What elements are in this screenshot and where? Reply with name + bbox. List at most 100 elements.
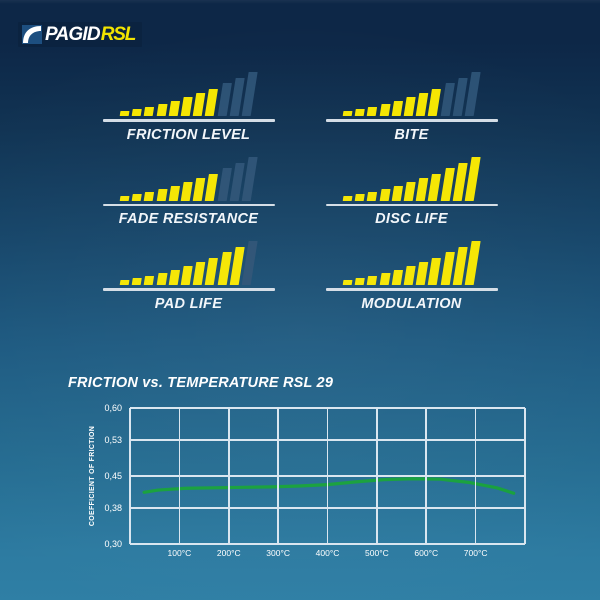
chart-title: FRICTION vs. TEMPERATURE RSL 29 bbox=[68, 375, 334, 391]
rating-bar bbox=[379, 188, 391, 201]
rating-bar bbox=[119, 111, 130, 116]
rating-label: FADE RESISTANCE bbox=[118, 211, 259, 227]
y-axis-tick-label: 0,30 bbox=[104, 539, 122, 549]
rating-bar bbox=[168, 185, 180, 201]
rating-underline bbox=[325, 203, 498, 206]
rating-bar bbox=[367, 191, 378, 201]
ratings-row-1: FRICTION LEVEL BITE bbox=[0, 71, 600, 143]
rating-modulation: MODULATION bbox=[319, 240, 504, 312]
y-axis-tick-label: 0,53 bbox=[104, 434, 122, 445]
rating-bar bbox=[391, 269, 403, 285]
chart-gridline-vertical bbox=[474, 408, 477, 544]
x-axis-tick-label: 400°C bbox=[315, 548, 340, 558]
rating-underline bbox=[325, 288, 498, 291]
chart-gridline-vertical bbox=[178, 408, 181, 544]
rating-bar bbox=[180, 266, 193, 285]
rating-bar bbox=[192, 177, 206, 201]
rating-bar bbox=[217, 167, 232, 201]
y-axis-tick-label: 0,45 bbox=[104, 471, 122, 481]
performance-ratings: FRICTION LEVEL BITE FADE RESISTANCE DISC… bbox=[0, 71, 600, 312]
rating-bar bbox=[440, 167, 455, 201]
rating-bar bbox=[205, 257, 219, 285]
rating-label: DISC LIFE bbox=[375, 211, 448, 227]
rating-bar bbox=[367, 106, 378, 116]
rating-bar bbox=[440, 252, 455, 285]
rating-disc-life: DISC LIFE bbox=[319, 156, 504, 227]
rating-bar bbox=[403, 97, 416, 116]
rating-underline bbox=[102, 203, 275, 206]
rating-bar bbox=[131, 109, 143, 116]
brand-name-secondary: RSL bbox=[100, 24, 137, 45]
rating-pad-life: PAD LIFE bbox=[96, 240, 281, 312]
rating-bar bbox=[415, 93, 429, 116]
rating-bar bbox=[156, 188, 168, 201]
rating-bite: BITE bbox=[319, 71, 504, 143]
rating-bar bbox=[354, 193, 366, 201]
rating-friction-level: FRICTION LEVEL bbox=[96, 71, 281, 143]
rating-underline bbox=[102, 119, 275, 122]
rating-bar bbox=[428, 173, 442, 201]
rating-bar bbox=[342, 195, 353, 201]
rating-bars bbox=[342, 71, 481, 116]
rating-bars bbox=[119, 156, 258, 201]
rating-bar bbox=[192, 262, 206, 285]
rating-bar bbox=[156, 104, 168, 116]
rating-bar bbox=[180, 181, 193, 201]
x-axis-tick-label: 700°C bbox=[463, 548, 488, 558]
rating-bar bbox=[403, 266, 416, 285]
rating-bars bbox=[342, 156, 481, 201]
rating-bar bbox=[144, 191, 155, 201]
chart-gridline-vertical bbox=[129, 408, 131, 544]
rating-bar bbox=[205, 173, 219, 201]
x-axis-tick-label: 600°C bbox=[414, 548, 439, 558]
rating-bar bbox=[205, 88, 219, 116]
rating-bar bbox=[119, 195, 130, 201]
rating-bar bbox=[415, 177, 429, 201]
rating-label: MODULATION bbox=[361, 295, 462, 312]
chart-gridline-vertical bbox=[227, 408, 230, 544]
chart-gridline-vertical bbox=[425, 408, 428, 544]
rating-bar bbox=[156, 273, 168, 285]
rating-bar bbox=[440, 83, 455, 116]
rating-bars bbox=[119, 240, 258, 285]
rating-label: FRICTION LEVEL bbox=[126, 126, 251, 143]
chart-gridline-vertical bbox=[326, 408, 329, 544]
rating-bar bbox=[342, 111, 353, 116]
rating-bar bbox=[379, 104, 391, 116]
rating-underline bbox=[325, 119, 498, 122]
rating-bar bbox=[367, 275, 378, 285]
rating-label: BITE bbox=[394, 126, 429, 143]
rating-bar bbox=[217, 252, 232, 285]
rating-underline bbox=[102, 288, 275, 291]
rating-label: PAD LIFE bbox=[154, 295, 223, 312]
x-axis-tick-labels: 100°C 200°C 300°C 400°C 500°C 600°C 700°C bbox=[130, 548, 525, 566]
rating-bar bbox=[144, 275, 155, 285]
rating-bar bbox=[403, 181, 416, 201]
chart-gridline-vertical bbox=[376, 408, 378, 544]
x-axis-tick-label: 200°C bbox=[216, 548, 241, 558]
pagid-arc-icon bbox=[22, 25, 42, 44]
rating-bar bbox=[131, 193, 143, 201]
rating-bar bbox=[379, 273, 391, 285]
x-axis-tick-label: 100°C bbox=[167, 548, 192, 558]
rating-bars bbox=[119, 71, 258, 116]
rating-bar bbox=[342, 280, 353, 285]
chart-plot-area bbox=[129, 407, 526, 545]
x-axis-tick-label: 300°C bbox=[266, 548, 290, 558]
rating-bar bbox=[428, 88, 442, 116]
chart-gridline-vertical bbox=[277, 408, 279, 544]
y-axis-tick-label: 0,60 bbox=[104, 403, 122, 413]
rating-bars bbox=[342, 240, 481, 285]
rating-bar bbox=[168, 269, 180, 285]
rating-bar bbox=[168, 100, 180, 116]
rating-bar bbox=[192, 93, 206, 116]
friction-temperature-chart: COEFFICIENT OF FRICTION 0,30 0,38 0,45 0,53… bbox=[74, 403, 534, 578]
ratings-row-3: PAD LIFE MODULATION bbox=[0, 240, 600, 312]
rating-bar bbox=[415, 262, 429, 285]
rating-bar bbox=[354, 109, 366, 116]
x-axis-tick-label: 500°C bbox=[365, 548, 389, 558]
rating-bar bbox=[119, 280, 130, 285]
y-axis-tick-label: 0,38 bbox=[104, 502, 122, 513]
rating-fade-resistance: FADE RESISTANCE bbox=[96, 156, 281, 227]
brand-logo: PAGID RSL bbox=[18, 22, 143, 47]
